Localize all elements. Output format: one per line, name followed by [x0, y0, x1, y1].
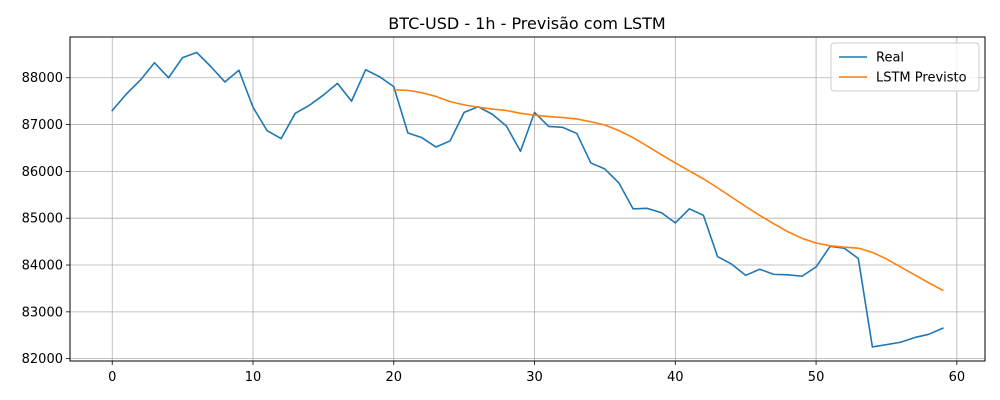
- chart-title: BTC-USD - 1h - Previsão com LSTM: [388, 14, 665, 33]
- y-tick-label: 88000: [22, 71, 63, 86]
- legend-label: Real: [876, 51, 904, 66]
- axis-ticks: 0 10 20 30 40 50 60 82000 83000 84000 85000 86000 87…: [22, 71, 965, 385]
- y-tick-label: 84000: [22, 259, 63, 274]
- y-tick-label: 82000: [22, 352, 63, 367]
- series-line-lstm-previsto: [392, 89, 944, 292]
- y-tick-label: 87000: [22, 118, 63, 133]
- series-line-real: [111, 51, 944, 348]
- y-tick-label: 85000: [22, 212, 63, 227]
- x-tick-label: 0: [108, 370, 116, 385]
- x-tick-label: 40: [667, 370, 684, 385]
- plot-area: [69, 36, 986, 362]
- x-tick-label: 60: [949, 370, 966, 385]
- series-lines: [111, 51, 944, 348]
- y-tick-label: 83000: [22, 305, 63, 320]
- x-tick-label: 20: [385, 370, 402, 385]
- y-tick-label: 86000: [22, 165, 63, 180]
- legend-box: [830, 42, 980, 92]
- legend-label: LSTM Previsto: [876, 71, 967, 86]
- x-tick-label: 10: [245, 370, 262, 385]
- x-tick-label: 50: [808, 370, 825, 385]
- legend: Real LSTM Previsto: [830, 42, 980, 92]
- x-tick-label: 30: [526, 370, 543, 385]
